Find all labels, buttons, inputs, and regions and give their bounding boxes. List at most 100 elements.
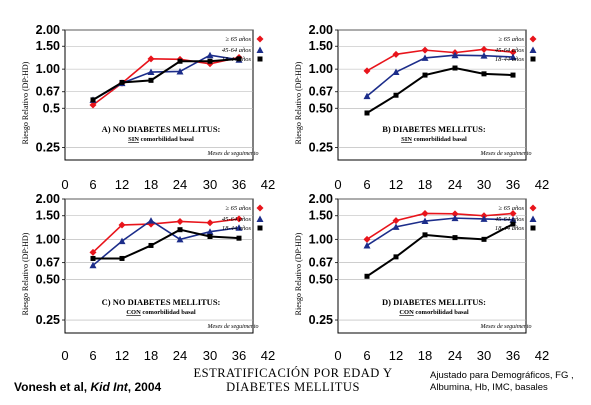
plot-area — [64, 29, 254, 161]
series-label: 18-44 años — [222, 56, 252, 63]
data-point — [364, 273, 370, 279]
y-tick-label: 0.25 — [309, 140, 333, 154]
data-point — [207, 58, 213, 64]
y-tick-label: 0.50 — [36, 273, 60, 287]
x-tick-label: 18 — [144, 177, 158, 192]
y-tick-label: 0.5 — [43, 101, 60, 115]
x-tick-label: 36 — [506, 348, 520, 363]
legend-marker — [529, 215, 537, 222]
x-tick-label: 30 — [477, 177, 491, 192]
x-tick-label: 30 — [203, 177, 217, 192]
x-tick-label: 18 — [418, 177, 432, 192]
data-point — [421, 54, 429, 61]
data-point — [509, 216, 517, 223]
data-point — [452, 235, 458, 241]
figure-title: ESTRATIFICACIÓN POR EDAD Y DIABETES MELL… — [188, 366, 398, 394]
x-tick-label: 6 — [363, 177, 370, 192]
data-point — [422, 232, 428, 238]
data-point — [510, 72, 516, 78]
series-line — [366, 212, 514, 241]
x-tick-label: 6 — [89, 177, 96, 192]
x-tick-label: 24 — [448, 348, 462, 363]
data-point — [177, 58, 183, 64]
data-point — [509, 209, 517, 217]
data-point — [509, 48, 517, 56]
data-point — [481, 71, 487, 77]
series-65-plus: ≥ 65 años — [363, 204, 537, 243]
series-18-44: 18-44 años — [90, 225, 263, 261]
series-line — [366, 48, 514, 72]
series-line — [366, 54, 514, 97]
x-axis-label: Meses de seguimento — [207, 324, 259, 330]
x-tick-label: 0 — [61, 348, 68, 363]
series-label: ≥ 65 años — [225, 205, 251, 212]
data-point — [118, 237, 126, 245]
x-tick-label: 36 — [232, 348, 246, 363]
data-point — [509, 53, 517, 60]
x-tick-label: 42 — [261, 348, 275, 363]
x-tick-label: 30 — [477, 348, 491, 363]
y-tick-label: 0.50 — [309, 273, 333, 287]
x-tick-label: 0 — [61, 177, 68, 192]
panel-subtitle: CON comorbilidad basal — [399, 309, 469, 316]
y-axis-label: Riesgo Relativo (DP:HD) — [21, 232, 30, 315]
data-point — [206, 228, 214, 235]
citation-suffix: , 2004 — [127, 380, 162, 394]
y-axis-label: Riesgo Relativo (DP:HD) — [294, 232, 303, 315]
series-line — [366, 217, 514, 247]
data-point — [89, 101, 97, 109]
subtitle-rest: comorbilidad basal — [412, 136, 467, 143]
data-point — [363, 235, 371, 243]
data-point — [90, 97, 96, 103]
x-tick-label: 42 — [261, 177, 275, 192]
data-point — [147, 55, 155, 63]
legend-marker — [256, 204, 264, 212]
data-point — [363, 92, 371, 100]
data-point — [235, 215, 243, 223]
legend-marker — [529, 204, 537, 212]
data-point — [363, 241, 371, 249]
data-point — [206, 219, 214, 227]
citation-journal: Kid Int — [90, 380, 128, 394]
y-tick-label: 0.25 — [36, 140, 60, 154]
data-point — [393, 254, 399, 260]
x-tick-label: 12 — [115, 348, 129, 363]
adjustment-note: Ajustado para Demográficos, FG , Albumin… — [430, 370, 580, 394]
adjustment-note-line2: Albumina, Hb, IMC, basales — [430, 382, 548, 393]
y-axis-label: Riesgo Relativo (DP:HD) — [294, 61, 303, 144]
x-tick-label: 24 — [173, 177, 187, 192]
series-line — [93, 228, 240, 260]
citation: Vonesh et al, Kid Int, 2004 — [14, 380, 161, 394]
series-label: ≥ 65 años — [498, 36, 524, 43]
x-axis-label: Meses de seguimento — [480, 324, 532, 330]
panel-b: 2.00 1.50 1.00 0.67 0.50 0.25 0 6 12 18 24 30 36 42 Ri… — [294, 23, 549, 192]
data-point — [236, 56, 242, 62]
series-45-64: 45-64 años — [363, 214, 537, 249]
data-point — [119, 79, 125, 85]
series-line — [92, 219, 240, 266]
x-tick-label: 12 — [389, 177, 403, 192]
series-18-44: 18-44 años — [364, 56, 536, 116]
data-point — [452, 65, 458, 71]
y-tick-label: 2.00 — [309, 23, 333, 37]
series-line — [92, 57, 240, 101]
x-tick-label: 30 — [203, 348, 217, 363]
series-label: 45-64 años — [495, 47, 525, 54]
panel-subtitle: SIN comorbilidad basal — [128, 136, 194, 143]
subtitle-rest: comorbilidad basal — [139, 136, 194, 143]
series-label: ≥ 65 años — [498, 205, 524, 212]
figure-title-line2: DIABETES MELLITUS — [226, 380, 360, 394]
data-point — [235, 224, 243, 231]
y-tick-label: 0.50 — [309, 101, 333, 115]
x-tick-label: 6 — [363, 348, 370, 363]
x-tick-label: 24 — [448, 177, 462, 192]
x-tick-label: 12 — [389, 348, 403, 363]
data-point — [236, 235, 242, 241]
y-tick-label: 0.25 — [36, 313, 60, 327]
panel-c: 2.00 1.50 1.00 0.67 0.50 0.25 0 6 12 18 24 30 36 42 Ri… — [21, 192, 275, 363]
subtitle-emphasis: CON — [399, 309, 414, 316]
panel-title: B) DIABETES MELLITUS: — [382, 124, 486, 134]
legend-marker — [256, 46, 264, 53]
series-label: 45-64 años — [222, 216, 252, 223]
